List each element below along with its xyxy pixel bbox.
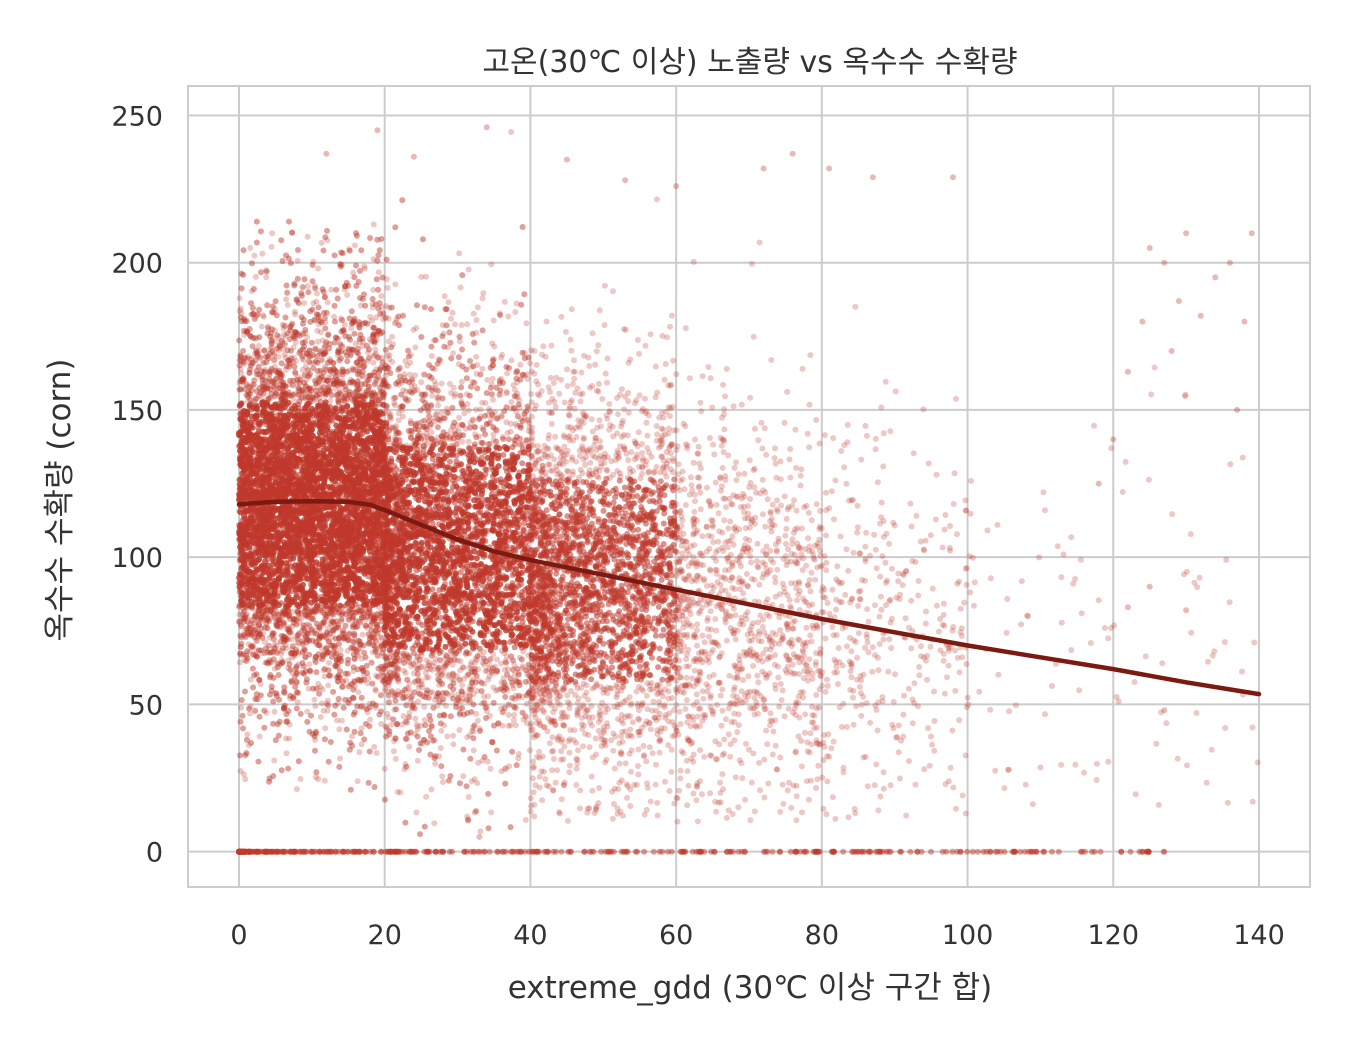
data-point [247,245,253,251]
data-point [271,758,277,764]
data-point [315,776,321,782]
data-point [237,295,243,301]
data-point [376,269,382,275]
data-point [301,300,307,306]
data-point [295,699,301,705]
data-point [241,771,247,777]
data-point [325,683,331,689]
data-point [372,346,378,352]
data-point [375,674,381,680]
data-point [344,292,350,298]
data-point [325,708,331,714]
data-point [244,731,250,737]
data-point [371,222,377,228]
data-point [305,283,311,289]
data-point [326,660,332,666]
data-point [269,230,275,236]
data-point [292,311,298,317]
data-point [370,360,376,366]
data-point [372,686,378,692]
data-point [285,302,291,308]
data-point [272,709,278,715]
data-point [319,700,325,706]
data-point [359,725,365,731]
data-point [295,258,301,264]
data-point [366,355,372,361]
data-point [283,296,289,302]
data-point [305,234,311,240]
data-point [337,756,343,762]
data-point [300,367,306,373]
data-point [259,324,265,330]
data-point [312,703,318,709]
data-point [352,242,358,248]
data-point [283,735,289,741]
data-point [314,291,320,297]
data-point [374,750,380,756]
data-point [260,312,266,318]
data-point [311,697,317,703]
data-point [355,778,361,784]
data-point [284,750,290,756]
data-point [315,266,321,272]
data-point [378,293,384,299]
data-point [257,734,263,740]
data-point [367,717,373,723]
data-point [298,776,304,782]
data-point [238,705,244,711]
data-point [313,299,319,305]
data-point [360,632,366,638]
data-point [371,744,377,750]
data-point [269,244,275,250]
data-point [325,299,331,305]
data-point [306,661,312,667]
data-point [356,749,362,755]
data-point [237,308,243,314]
data-point [294,786,300,792]
data-point [322,725,328,731]
data-point [263,274,269,280]
data-point [251,253,257,259]
data-point [259,251,265,257]
data-point [336,726,342,732]
data-point [319,240,325,246]
data-point [318,714,324,720]
data-point [322,778,328,784]
data-point [339,718,345,724]
data-point [253,274,259,280]
